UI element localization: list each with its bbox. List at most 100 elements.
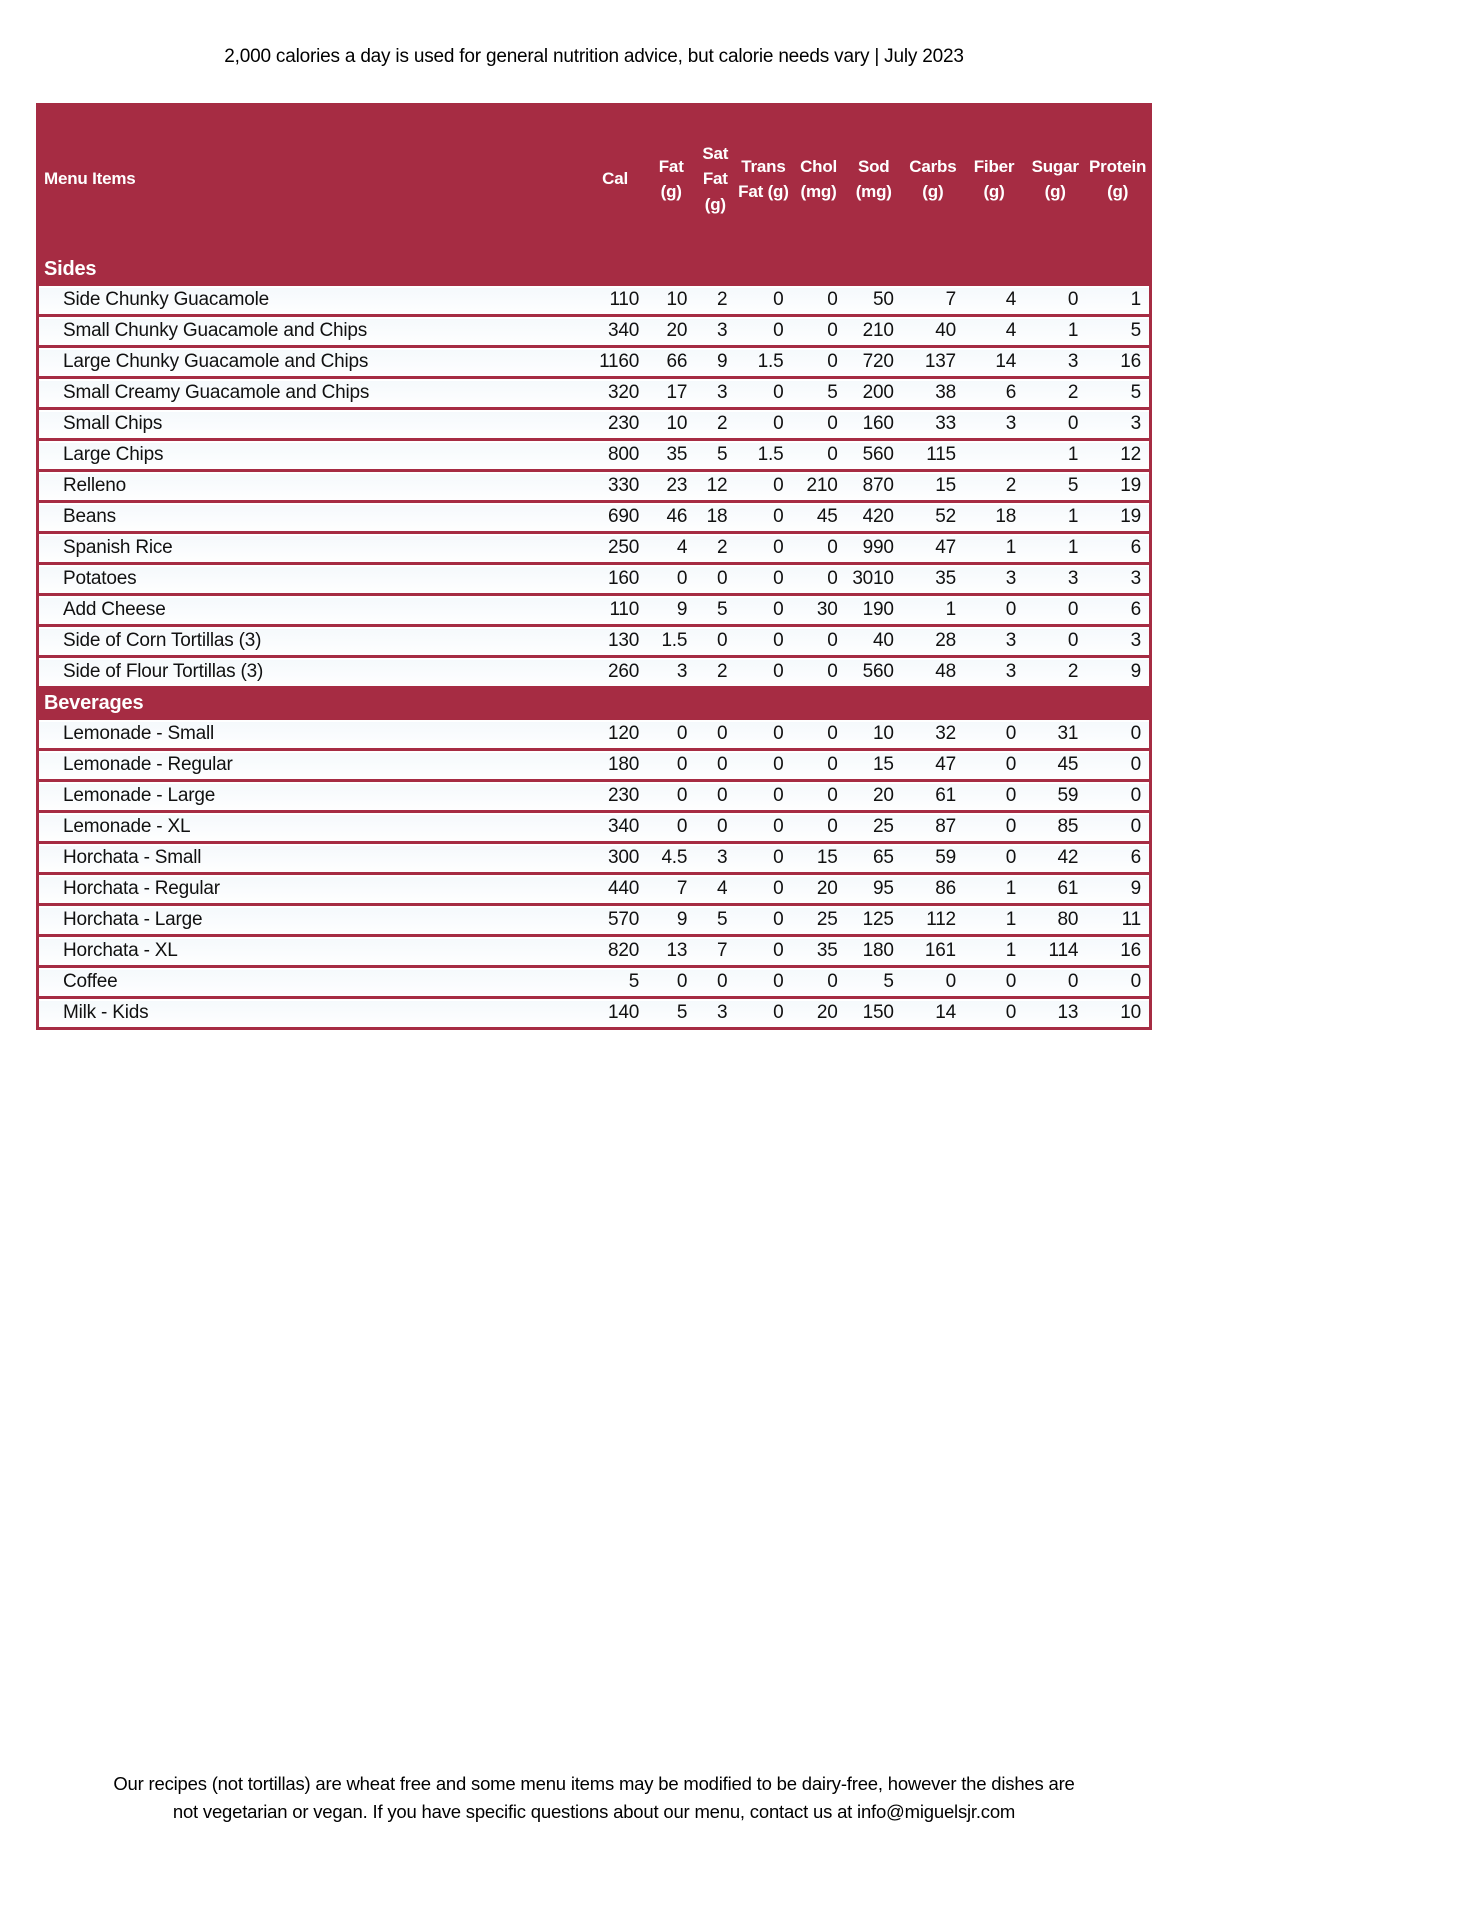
menu-item-name: Lemonade - Small (63, 723, 214, 744)
col-header-cal: Cal (582, 104, 648, 254)
menu-item-name: Lemonade - Regular (63, 754, 233, 775)
value-protein-g: 3 (1130, 568, 1142, 589)
table-row: Lemonade - XL 340 0 0 0 0 25 87 0 85 0 (37, 811, 1151, 843)
value-carbs-g: 59 (935, 847, 956, 868)
value-fat-g: 23 (666, 475, 688, 496)
value-trans-fat-g: 0 (773, 382, 784, 403)
col-header-fiber-g: Fiber (g) (963, 104, 1025, 254)
section-header-sides: Sides (37, 253, 1151, 285)
col-header-sod-mg: Sod (mg) (845, 104, 902, 254)
value-sat-fat-g: 0 (716, 630, 728, 651)
value-sod-mg: 65 (873, 847, 894, 868)
menu-item-name: Lemonade - Large (63, 785, 216, 806)
value-cal: 160 (608, 568, 640, 589)
table-row: Small Chunky Guacamole and Chips 340 20 3 0 0… (37, 315, 1151, 347)
value-fat-g: 4 (676, 537, 688, 558)
value-carbs-g: 35 (935, 568, 956, 589)
value-carbs-g: 40 (935, 320, 956, 341)
menu-item-name: Small Chips (63, 413, 163, 434)
value-cal: 180 (608, 754, 640, 775)
value-trans-fat-g: 0 (773, 661, 784, 682)
value-sod-mg: 160 (862, 413, 894, 434)
value-sat-fat-g: 4 (716, 878, 728, 899)
menu-item-name: Potatoes (63, 568, 137, 589)
menu-item-name: Side of Corn Tortillas (3) (63, 630, 262, 651)
value-fat-g: 7 (676, 878, 688, 899)
value-sugar-g: 59 (1057, 785, 1079, 806)
value-cal: 330 (608, 475, 640, 496)
value-fiber-g: 3 (1005, 661, 1017, 682)
value-protein-g: 0 (1130, 754, 1142, 775)
value-fat-g: 66 (666, 351, 688, 372)
value-trans-fat-g: 0 (773, 878, 784, 899)
table-row: Large Chunky Guacamole and Chips 1160 66 9 1… (37, 346, 1151, 378)
value-cal: 440 (608, 878, 640, 899)
value-carbs-g: 137 (924, 351, 956, 372)
value-carbs-g: 112 (926, 909, 956, 930)
value-fiber-g: 0 (1005, 816, 1017, 837)
value-protein-g: 5 (1130, 320, 1142, 341)
value-fiber-g: 3 (1005, 413, 1017, 434)
value-chol-mg: 0 (827, 785, 838, 806)
value-fiber-g: 0 (1005, 971, 1017, 992)
value-cal: 5 (628, 971, 640, 992)
value-trans-fat-g: 0 (773, 909, 784, 930)
value-fiber-g: 18 (995, 506, 1017, 527)
value-chol-mg: 0 (827, 568, 838, 589)
table-row: Lemonade - Large 230 0 0 0 0 20 61 0 59 0 (37, 780, 1151, 812)
value-fiber-g: 1 (1005, 537, 1017, 558)
value-carbs-g: 161 (924, 940, 956, 961)
value-chol-mg: 5 (827, 382, 838, 403)
value-carbs-g: 48 (935, 661, 956, 682)
value-sod-mg: 10 (873, 723, 894, 744)
value-chol-mg: 20 (816, 1002, 838, 1023)
value-cal: 800 (608, 444, 640, 465)
menu-item-name: Coffee (63, 971, 118, 992)
value-cal: 260 (608, 661, 640, 682)
value-sat-fat-g: 5 (716, 909, 728, 930)
footer-line-1: Our recipes (not tortillas) are wheat fr… (113, 1773, 1075, 1794)
col-header-trans-fat-g: Trans Fat (g) (735, 104, 792, 254)
value-sugar-g: 85 (1057, 816, 1079, 837)
value-fiber-g: 3 (1005, 568, 1017, 589)
calorie-disclaimer: 2,000 calories a day is used for general… (224, 46, 964, 67)
nutrition-table: Menu Items Cal Fat (g) Sat Fat (g) Trans Fa… (36, 103, 1152, 1030)
table-row: Lemonade - Small 120 0 0 0 0 10 32 0 31 0 (37, 718, 1151, 750)
value-sod-mg: 560 (862, 661, 894, 682)
page-content: 2,000 calories a day is used for general… (36, 0, 1152, 1920)
value-protein-g: 6 (1130, 599, 1142, 620)
value-sat-fat-g: 0 (716, 785, 728, 806)
table-row: Horchata - XL 820 13 7 0 35 180 161 1 114 16 (37, 935, 1151, 967)
menu-item-name: Relleno (63, 475, 127, 496)
value-fiber-g: 4 (1005, 289, 1017, 310)
value-sat-fat-g: 9 (716, 351, 728, 372)
value-sod-mg: 200 (862, 382, 894, 403)
table-row: Add Cheese 110 9 5 0 30 190 1 0 0 6 (37, 594, 1151, 626)
value-cal: 140 (608, 1002, 640, 1023)
value-carbs-g: 87 (935, 816, 956, 837)
value-sod-mg: 990 (862, 537, 894, 558)
value-chol-mg: 0 (827, 289, 838, 310)
value-trans-fat-g: 0 (773, 413, 784, 434)
value-carbs-g: 38 (935, 382, 956, 403)
value-trans-fat-g: 0 (773, 320, 784, 341)
table-row: Beans 690 46 18 0 45 420 52 18 1 19 (37, 501, 1151, 533)
value-fat-g: 0 (676, 816, 688, 837)
value-fiber-g: 6 (1005, 382, 1017, 403)
value-chol-mg: 0 (827, 723, 838, 744)
value-cal: 230 (608, 785, 640, 806)
value-trans-fat-g: 0 (773, 475, 784, 496)
value-chol-mg: 20 (816, 878, 838, 899)
value-chol-mg: 0 (827, 320, 838, 341)
value-fat-g: 20 (666, 320, 688, 341)
value-sod-mg: 20 (873, 785, 894, 806)
value-trans-fat-g: 0 (773, 289, 784, 310)
table-row: Potatoes 160 0 0 0 0 3010 35 3 3 3 (37, 563, 1151, 595)
value-carbs-g: 1 (945, 599, 957, 620)
value-sod-mg: 25 (873, 816, 894, 837)
value-trans-fat-g: 0 (773, 723, 784, 744)
table-row: Relleno 330 23 12 0 210 870 15 2 5 19 (37, 470, 1151, 502)
value-chol-mg: 0 (827, 630, 838, 651)
value-trans-fat-g: 1.5 (757, 444, 784, 465)
table-row: Milk - Kids 140 5 3 0 20 150 14 0 13 10 (37, 997, 1151, 1029)
